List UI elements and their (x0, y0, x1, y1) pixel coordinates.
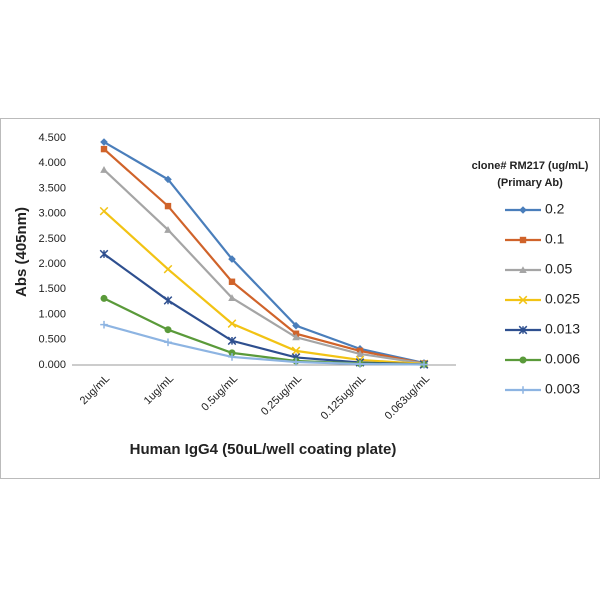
marker (519, 206, 527, 214)
legend-label: 0.013 (545, 321, 580, 337)
marker (100, 294, 108, 302)
marker (519, 236, 527, 244)
legend-title: (Primary Ab) (497, 177, 563, 189)
marker (518, 295, 528, 305)
marker (228, 255, 236, 263)
marker (228, 349, 236, 357)
marker (420, 360, 428, 369)
marker (519, 356, 527, 364)
series-line (103, 148, 425, 365)
marker (519, 266, 527, 274)
marker (292, 333, 300, 341)
legend-label: 0.025 (545, 291, 580, 307)
legend-label: 0.1 (545, 231, 565, 247)
marker (164, 202, 172, 210)
series-line (103, 168, 425, 365)
y-tick-label: 2.000 (38, 258, 66, 270)
marker (100, 138, 108, 146)
marker (356, 360, 364, 368)
marker (164, 338, 172, 347)
marker (164, 175, 172, 184)
marker (100, 145, 108, 153)
marker (163, 264, 173, 274)
marker (291, 346, 301, 356)
series-line (103, 210, 425, 366)
y-tick-label: 3.000 (38, 208, 66, 220)
series-line (103, 141, 425, 365)
chart-border (0, 118, 600, 479)
legend-label: 0.006 (545, 351, 580, 367)
legend-label: 0.003 (545, 381, 580, 397)
marker (227, 336, 237, 346)
y-axis-title: Abs (405nm) (13, 207, 30, 297)
y-tick-label: 1.000 (38, 308, 66, 320)
marker (99, 206, 109, 216)
y-tick-label: 3.500 (38, 182, 66, 194)
marker (163, 296, 173, 305)
marker (164, 326, 172, 334)
y-tick-label: 0.500 (38, 334, 66, 346)
marker (228, 278, 236, 285)
marker (164, 226, 172, 233)
marker (518, 325, 528, 335)
legend-label: 0.2 (545, 201, 565, 217)
y-tick-label: 4.000 (38, 157, 66, 169)
marker (356, 350, 364, 357)
series-line (103, 323, 425, 366)
marker (100, 320, 108, 329)
marker (100, 165, 108, 173)
y-tick-label: 1.500 (38, 283, 66, 295)
x-axis-title: Human IgG4 (50uL/well coating plate) (130, 441, 397, 458)
marker (227, 319, 237, 328)
marker (228, 294, 236, 301)
y-tick-label: 4.500 (38, 132, 66, 144)
marker (519, 386, 527, 394)
legend-label: 0.05 (545, 261, 572, 277)
marker (228, 353, 236, 361)
marker (99, 249, 109, 259)
marker (292, 321, 300, 330)
marker (292, 358, 300, 366)
legend-title: clone# RM217 (ug/mL) (472, 160, 589, 172)
y-tick-label: 2.500 (38, 233, 66, 245)
y-tick-label: 0.000 (38, 359, 66, 371)
